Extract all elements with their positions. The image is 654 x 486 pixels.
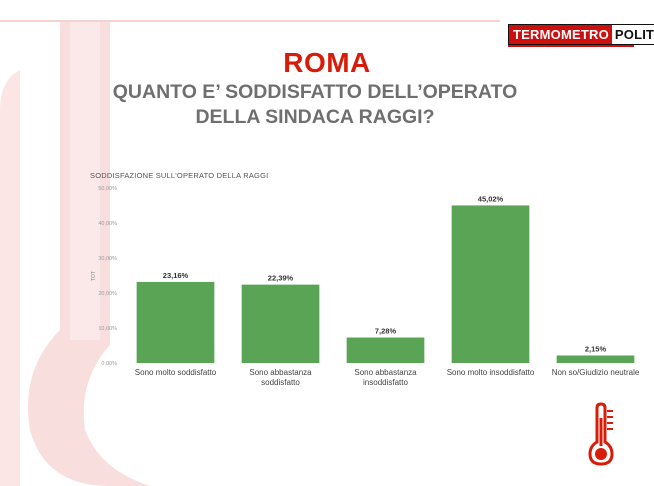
category-label-line: Sono molto insoddisfatto <box>447 368 535 377</box>
subtitle-line-1: QUANTO E’ SODDISFATTO DELL’OPERATO <box>112 81 518 103</box>
decor-top-line <box>0 20 500 22</box>
data-label: 45,02% <box>478 194 504 203</box>
data-label: 7,28% <box>375 327 397 336</box>
category-label-line: Non so/Giudizio neutrale <box>552 368 640 377</box>
data-label: 22,39% <box>268 274 294 283</box>
thermometer-icon <box>588 402 614 466</box>
subtitle-line-2: DELLA SINDACA RAGGI? <box>195 106 435 128</box>
category-label-line: soddisfatto <box>261 378 300 387</box>
category-label: Sono abbastanza insoddisfatto <box>354 368 417 387</box>
y-axis-label: TOT <box>91 271 97 281</box>
y-tick-label: 10,00% <box>98 326 117 332</box>
category-label-line: insoddisfatto <box>363 378 408 387</box>
category-label-line: Sono molto soddisfatto <box>135 368 217 377</box>
y-tick-label: 40,00% <box>98 221 117 227</box>
logo-part-termometro: TERMOMETRO <box>509 25 612 44</box>
bar <box>451 205 530 363</box>
bar <box>241 284 320 363</box>
decor-thermometer-bar <box>70 20 100 340</box>
data-label: 23,16% <box>163 271 189 280</box>
termometro-politico-logo: TERMOMETRO POLITICO <box>508 24 654 45</box>
category-label: Sono abbastanza soddisfatto <box>249 368 312 387</box>
category-label: Non so/Giudizio neutrale <box>552 368 640 377</box>
data-label: 2,15% <box>585 344 607 353</box>
y-tick-label: 50,00% <box>98 186 117 192</box>
bar <box>556 355 635 363</box>
chart-title: SODDISFAZIONE SULL'OPERATO DELLA RAGGI <box>90 171 269 180</box>
logo-underline <box>508 45 634 47</box>
decor-thermometer-outline <box>0 70 20 486</box>
bar <box>136 281 215 363</box>
logo-part-politico: POLITICO <box>611 25 654 44</box>
category-label-line: Sono abbastanza <box>249 368 312 377</box>
page-subtitle: QUANTO E’ SODDISFATTO DELL’OPERATO DELLA… <box>100 80 530 130</box>
page-title: ROMA <box>283 47 371 78</box>
category-label: Sono molto insoddisfatto <box>447 368 535 377</box>
y-tick-label: 20,00% <box>98 291 117 297</box>
y-tick-label: 0,00% <box>101 361 117 367</box>
category-label-line: Sono abbastanza <box>354 368 417 377</box>
bar <box>346 337 425 363</box>
y-tick-label: 30,00% <box>98 256 117 262</box>
category-label: Sono molto soddisfatto <box>135 368 217 377</box>
